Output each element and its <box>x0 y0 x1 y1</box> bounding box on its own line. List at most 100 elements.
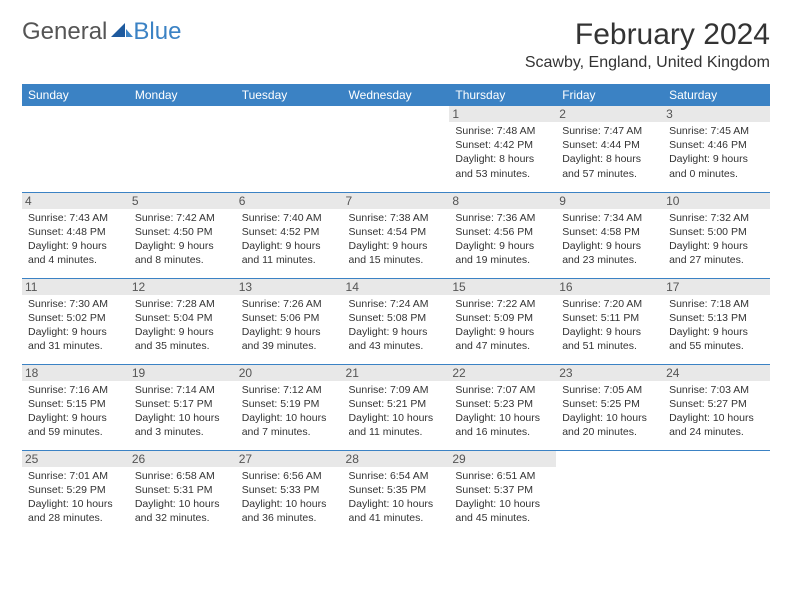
cell-daylight2: and 51 minutes. <box>562 339 657 353</box>
cell-sunrise: Sunrise: 6:51 AM <box>455 469 550 483</box>
calendar-day-cell: 7Sunrise: 7:38 AMSunset: 4:54 PMDaylight… <box>343 192 450 278</box>
cell-daylight1: Daylight: 8 hours <box>562 152 657 166</box>
cell-daylight2: and 23 minutes. <box>562 253 657 267</box>
calendar-day-cell: 3Sunrise: 7:45 AMSunset: 4:46 PMDaylight… <box>663 106 770 192</box>
day-number: 8 <box>449 193 556 209</box>
cell-sunset: Sunset: 5:29 PM <box>28 483 123 497</box>
calendar-header-row: SundayMondayTuesdayWednesdayThursdayFrid… <box>22 84 770 106</box>
cell-sunrise: Sunrise: 7:14 AM <box>135 383 230 397</box>
cell-daylight2: and 11 minutes. <box>242 253 337 267</box>
calendar-day-cell: 2Sunrise: 7:47 AMSunset: 4:44 PMDaylight… <box>556 106 663 192</box>
calendar-day-cell: 10Sunrise: 7:32 AMSunset: 5:00 PMDayligh… <box>663 192 770 278</box>
cell-sunset: Sunset: 5:13 PM <box>669 311 764 325</box>
cell-daylight1: Daylight: 8 hours <box>455 152 550 166</box>
cell-sunset: Sunset: 4:50 PM <box>135 225 230 239</box>
cell-daylight2: and 28 minutes. <box>28 511 123 525</box>
day-number: 28 <box>343 451 450 467</box>
cell-sunrise: Sunrise: 7:26 AM <box>242 297 337 311</box>
cell-sunrise: Sunrise: 7:30 AM <box>28 297 123 311</box>
cell-daylight1: Daylight: 10 hours <box>455 497 550 511</box>
day-number: 1 <box>449 106 556 122</box>
calendar-day-cell: 13Sunrise: 7:26 AMSunset: 5:06 PMDayligh… <box>236 278 343 364</box>
cell-daylight2: and 35 minutes. <box>135 339 230 353</box>
cell-daylight2: and 41 minutes. <box>349 511 444 525</box>
calendar-day-cell: 15Sunrise: 7:22 AMSunset: 5:09 PMDayligh… <box>449 278 556 364</box>
calendar-day-cell: 12Sunrise: 7:28 AMSunset: 5:04 PMDayligh… <box>129 278 236 364</box>
cell-daylight1: Daylight: 9 hours <box>669 325 764 339</box>
calendar-day-cell: 22Sunrise: 7:07 AMSunset: 5:23 PMDayligh… <box>449 364 556 450</box>
cell-sunrise: Sunrise: 7:22 AM <box>455 297 550 311</box>
cell-sunset: Sunset: 5:27 PM <box>669 397 764 411</box>
day-number: 21 <box>343 365 450 381</box>
cell-sunset: Sunset: 5:08 PM <box>349 311 444 325</box>
cell-sunset: Sunset: 5:25 PM <box>562 397 657 411</box>
cell-daylight1: Daylight: 10 hours <box>135 411 230 425</box>
day-number: 24 <box>663 365 770 381</box>
cell-sunset: Sunset: 5:00 PM <box>669 225 764 239</box>
cell-daylight1: Daylight: 9 hours <box>28 411 123 425</box>
weekday-header: Monday <box>129 84 236 106</box>
day-number: 20 <box>236 365 343 381</box>
title-block: February 2024 Scawby, England, United Ki… <box>525 18 770 72</box>
cell-sunset: Sunset: 4:46 PM <box>669 138 764 152</box>
cell-sunset: Sunset: 5:31 PM <box>135 483 230 497</box>
cell-sunrise: Sunrise: 7:20 AM <box>562 297 657 311</box>
calendar-week-row: 25Sunrise: 7:01 AMSunset: 5:29 PMDayligh… <box>22 450 770 536</box>
cell-daylight2: and 31 minutes. <box>28 339 123 353</box>
cell-daylight2: and 59 minutes. <box>28 425 123 439</box>
cell-sunrise: Sunrise: 6:56 AM <box>242 469 337 483</box>
day-number: 16 <box>556 279 663 295</box>
cell-sunrise: Sunrise: 7:09 AM <box>349 383 444 397</box>
cell-sunrise: Sunrise: 7:24 AM <box>349 297 444 311</box>
day-number: 25 <box>22 451 129 467</box>
cell-daylight1: Daylight: 9 hours <box>28 325 123 339</box>
cell-daylight1: Daylight: 10 hours <box>455 411 550 425</box>
day-number: 18 <box>22 365 129 381</box>
weekday-header: Tuesday <box>236 84 343 106</box>
logo-sail-icon <box>111 18 133 46</box>
cell-sunrise: Sunrise: 6:54 AM <box>349 469 444 483</box>
calendar-week-row: 1Sunrise: 7:48 AMSunset: 4:42 PMDaylight… <box>22 106 770 192</box>
weekday-header: Wednesday <box>343 84 450 106</box>
day-number: 4 <box>22 193 129 209</box>
day-number: 29 <box>449 451 556 467</box>
cell-sunset: Sunset: 4:42 PM <box>455 138 550 152</box>
calendar-day-cell: 29Sunrise: 6:51 AMSunset: 5:37 PMDayligh… <box>449 450 556 536</box>
calendar-table: SundayMondayTuesdayWednesdayThursdayFrid… <box>22 84 770 536</box>
cell-daylight2: and 53 minutes. <box>455 167 550 181</box>
cell-sunrise: Sunrise: 7:07 AM <box>455 383 550 397</box>
cell-sunset: Sunset: 5:15 PM <box>28 397 123 411</box>
cell-daylight2: and 19 minutes. <box>455 253 550 267</box>
location: Scawby, England, United Kingdom <box>525 54 770 72</box>
cell-daylight1: Daylight: 10 hours <box>242 411 337 425</box>
cell-sunset: Sunset: 5:23 PM <box>455 397 550 411</box>
cell-sunset: Sunset: 5:04 PM <box>135 311 230 325</box>
cell-daylight1: Daylight: 10 hours <box>349 497 444 511</box>
cell-sunrise: Sunrise: 7:03 AM <box>669 383 764 397</box>
cell-daylight1: Daylight: 10 hours <box>562 411 657 425</box>
cell-daylight1: Daylight: 9 hours <box>562 239 657 253</box>
cell-daylight1: Daylight: 10 hours <box>349 411 444 425</box>
cell-daylight2: and 8 minutes. <box>135 253 230 267</box>
cell-daylight2: and 7 minutes. <box>242 425 337 439</box>
cell-sunset: Sunset: 4:56 PM <box>455 225 550 239</box>
cell-sunset: Sunset: 4:58 PM <box>562 225 657 239</box>
calendar-day-cell: 21Sunrise: 7:09 AMSunset: 5:21 PMDayligh… <box>343 364 450 450</box>
cell-sunrise: Sunrise: 7:40 AM <box>242 211 337 225</box>
logo: General Blue <box>22 18 181 46</box>
cell-sunset: Sunset: 5:06 PM <box>242 311 337 325</box>
calendar-day-cell: 11Sunrise: 7:30 AMSunset: 5:02 PMDayligh… <box>22 278 129 364</box>
calendar-day-cell: 6Sunrise: 7:40 AMSunset: 4:52 PMDaylight… <box>236 192 343 278</box>
calendar-day-cell: 20Sunrise: 7:12 AMSunset: 5:19 PMDayligh… <box>236 364 343 450</box>
cell-sunrise: Sunrise: 7:38 AM <box>349 211 444 225</box>
day-number: 10 <box>663 193 770 209</box>
day-number: 2 <box>556 106 663 122</box>
cell-daylight1: Daylight: 9 hours <box>669 152 764 166</box>
day-number: 14 <box>343 279 450 295</box>
weekday-header: Friday <box>556 84 663 106</box>
calendar-day-cell: 8Sunrise: 7:36 AMSunset: 4:56 PMDaylight… <box>449 192 556 278</box>
calendar-day-cell: 25Sunrise: 7:01 AMSunset: 5:29 PMDayligh… <box>22 450 129 536</box>
day-number: 26 <box>129 451 236 467</box>
day-number: 17 <box>663 279 770 295</box>
calendar-day-cell: 23Sunrise: 7:05 AMSunset: 5:25 PMDayligh… <box>556 364 663 450</box>
